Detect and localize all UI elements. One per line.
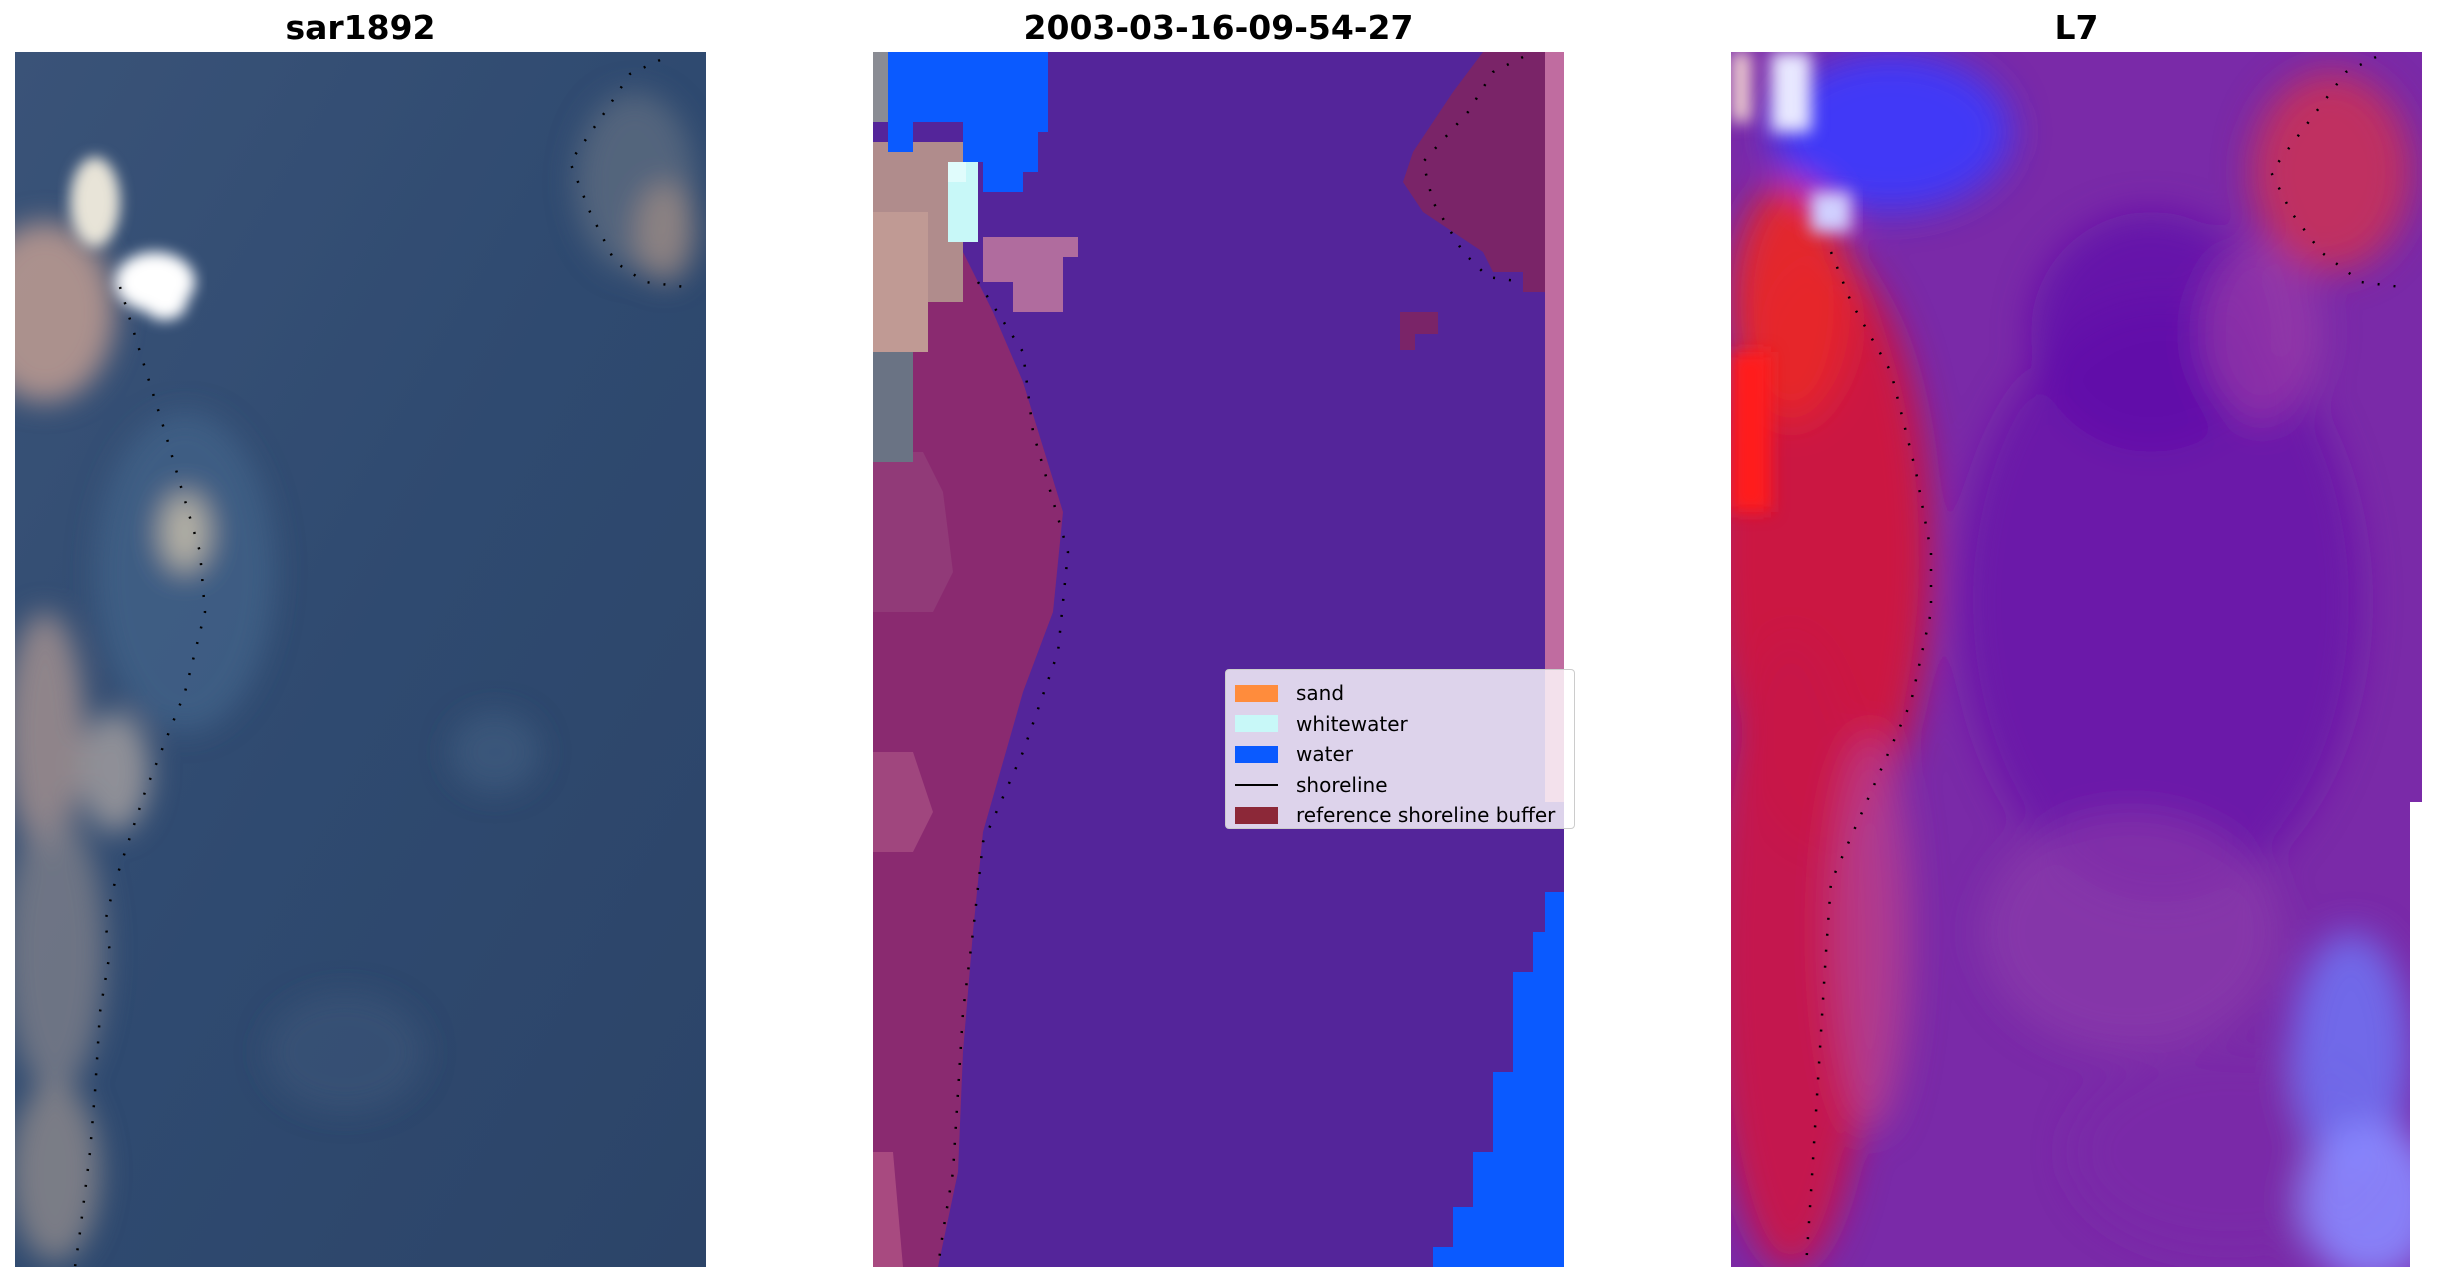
legend-line-shoreline xyxy=(1235,783,1278,786)
panel-title-index: L7 xyxy=(2054,8,2099,47)
legend-item-buffer: reference shoreline buffer xyxy=(1226,800,1574,831)
classified-image-panel xyxy=(873,52,1564,1267)
rgb-image-panel xyxy=(15,52,706,1267)
panel-title-rgb: sar1892 xyxy=(285,8,436,47)
legend-label-water: water xyxy=(1296,742,1353,767)
classified-image xyxy=(873,52,1564,1267)
legend-swatch-water xyxy=(1235,745,1278,763)
legend: sand whitewater water shoreline referenc… xyxy=(1225,669,1575,829)
legend-swatch-whitewater xyxy=(1235,715,1278,733)
classified-shoreline-left xyxy=(936,281,1070,1267)
legend-swatch-sand xyxy=(1235,684,1278,702)
legend-item-whitewater: whitewater xyxy=(1226,709,1574,740)
legend-item-water: water xyxy=(1226,739,1574,770)
legend-item-shoreline: shoreline xyxy=(1226,770,1574,801)
legend-label-sand: sand xyxy=(1296,681,1345,706)
index-image xyxy=(1731,52,2422,1267)
index-image-panel xyxy=(1731,52,2422,1267)
legend-label-shoreline: shoreline xyxy=(1296,772,1388,797)
rgb-image xyxy=(15,52,706,1267)
legend-label-buffer: reference shoreline buffer xyxy=(1296,803,1556,828)
shoreline-left xyxy=(73,286,207,1267)
legend-label-whitewater: whitewater xyxy=(1296,711,1408,736)
legend-item-sand: sand xyxy=(1226,678,1574,709)
legend-swatch-buffer xyxy=(1235,806,1278,824)
panel-title-classified: 2003-03-16-09-54-27 xyxy=(1023,8,1414,47)
